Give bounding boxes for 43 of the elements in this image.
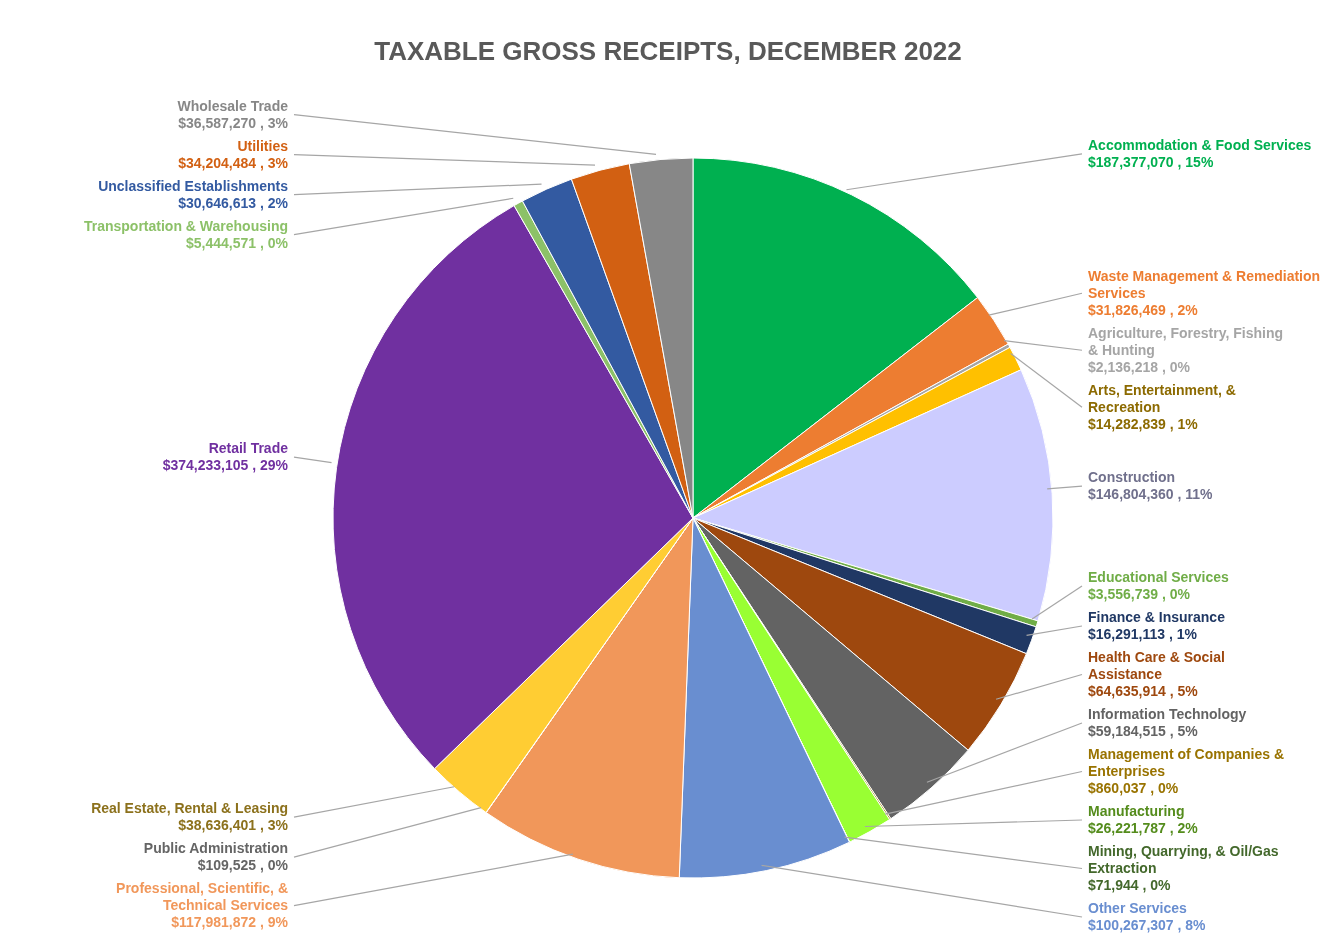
slice-label: Manufacturing (1088, 803, 1185, 819)
data-label: $860,037 , 0% (1088, 780, 1179, 796)
slice-label: Retail Trade (208, 440, 289, 457)
chart-title: TAXABLE GROSS RECEIPTS, DECEMBER 2022 (373, 36, 963, 67)
slice-label: Finance & Insurance (1088, 609, 1226, 625)
data-label: $3,556,739 , 0% (1088, 586, 1191, 602)
slice-label: Arts, Entertainment, & Recreation (1088, 381, 1236, 415)
data-label: $2,136,218 , 0% (1088, 358, 1191, 375)
data-label: $30,646,613 , 2% (178, 194, 289, 211)
data-label: $59,184,515 , 5% (1088, 723, 1199, 739)
slice-label: Information Technology (1088, 706, 1247, 722)
data-label: $16,291,113 , 1% (1088, 626, 1198, 642)
slice-label: Transportation & Warehousing (83, 217, 288, 234)
slice-label: Waste Management & Remediation Services (1088, 267, 1321, 301)
slice-label: Unclassified Establishments (98, 177, 289, 194)
data-label: $38,636,401 , 3% (178, 817, 289, 834)
slice-label: Real Estate, Rental & Leasing (91, 800, 288, 817)
slice-label: Wholesale Trade (177, 97, 289, 114)
slice-label: Agriculture, Forestry, Fishing & Hunting (1088, 324, 1283, 358)
data-label: $31,826,469 , 2% (1088, 301, 1199, 318)
data-label: $71,944 , 0% (1088, 877, 1172, 893)
data-label: $64,635,914 , 5% (1088, 683, 1199, 699)
data-label: $109,525 , 0% (197, 857, 289, 874)
slice-label: Mining, Quarrying, & Oil/Gas Extraction (1088, 843, 1279, 876)
slice-label: Educational Services (1088, 569, 1230, 585)
data-label: $5,444,571 , 0% (186, 234, 289, 251)
data-label: $374,233,105 , 29% (162, 457, 289, 474)
slice-label: Utilities (237, 137, 289, 154)
data-label: $117,981,872 , 9% (171, 914, 289, 931)
slice-label: Accommodation & Food Services (1088, 136, 1312, 153)
slice-label: Management of Companies & Enterprises (1088, 746, 1285, 779)
slice-label: Professional, Scientific, & Technical Services (116, 880, 289, 914)
data-label: $26,221,787 , 2% (1088, 820, 1199, 836)
data-label: $100,267,307 , 8% (1088, 917, 1207, 933)
data-label: $14,282,839 , 1% (1088, 415, 1199, 432)
data-label: $36,587,270 , 3% (178, 114, 289, 131)
slice-label: Other Services (1088, 900, 1188, 916)
slice-label: Construction (1088, 469, 1176, 486)
slice-label: Public Administration (143, 840, 288, 857)
data-label: $34,204,484 , 3% (178, 154, 289, 171)
slice-label: Health Care & Social Assistance (1088, 649, 1225, 682)
data-label: $187,377,070 , 15% (1088, 153, 1214, 170)
data-label: $146,804,360 , 11% (1088, 486, 1214, 503)
